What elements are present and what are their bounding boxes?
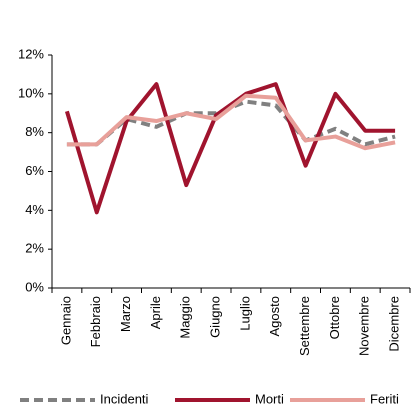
y-tick-label: 4% [25, 202, 44, 217]
y-tick-label: 10% [18, 85, 44, 100]
series-line [66, 93, 396, 151]
x-tick-label: Luglio [237, 296, 252, 331]
x-tick-label: Novembre [357, 296, 372, 356]
x-tick-label: Settembre [297, 296, 312, 356]
x-tick-label: Marzo [118, 296, 133, 332]
x-tick-label: Maggio [178, 296, 193, 339]
legend-label: Incidenti [100, 391, 149, 406]
x-tick-label: Dicembre [387, 296, 402, 352]
x-tick-label: Giugno [208, 296, 223, 338]
y-tick-label: 6% [25, 163, 44, 178]
x-tick-label: Agosto [267, 296, 282, 336]
y-tick-label: 0% [25, 279, 44, 294]
x-tick-label: Gennaio [58, 296, 73, 345]
y-tick-label: 8% [25, 124, 44, 139]
y-tick-label: 2% [25, 241, 44, 256]
y-tick-label: 12% [18, 46, 44, 61]
series-line [64, 82, 396, 215]
x-tick-label: Ottobre [327, 296, 342, 339]
legend-label: Feriti [370, 391, 399, 406]
x-tick-label: Febbraio [88, 296, 103, 347]
x-tick-label: Aprile [148, 296, 163, 329]
legend-label: Morti [255, 391, 284, 406]
